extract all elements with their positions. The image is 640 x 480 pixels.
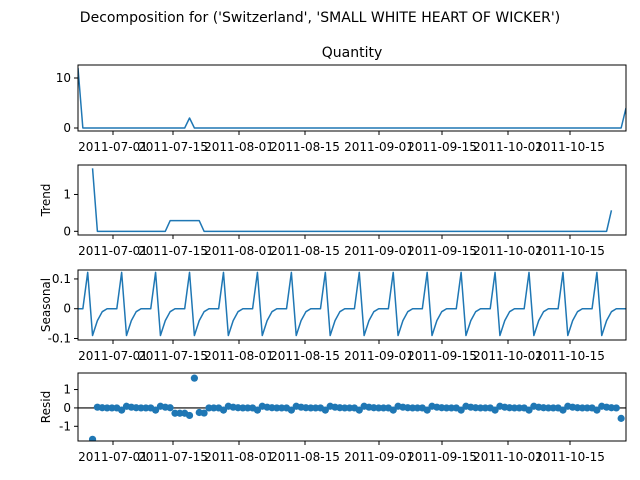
- residual-point: [287, 406, 295, 414]
- plot-area: [91, 168, 613, 233]
- panel-trend: Trend012011-07-012011-07-152011-08-01201…: [39, 164, 627, 258]
- residual-point: [185, 411, 194, 420]
- y-tick-label: -1: [59, 419, 71, 433]
- y-axis-label: Resid: [39, 391, 53, 423]
- x-tick-label: 2011-08-15: [270, 349, 340, 363]
- x-tick-label: 2011-10-15: [535, 140, 605, 154]
- plot-area: [78, 271, 626, 337]
- panel-title: Quantity: [322, 45, 383, 61]
- x-tick-label: 2011-08-01: [204, 140, 274, 154]
- y-tick-label: 1: [63, 383, 71, 397]
- x-tick-label: 2011-07-01: [78, 349, 148, 363]
- x-tick-label: 2011-10-01: [473, 349, 543, 363]
- residual-point: [457, 406, 465, 414]
- y-tick-label: 0.1: [52, 272, 71, 286]
- x-tick-label: 2011-09-01: [344, 244, 414, 258]
- series-line: [78, 271, 626, 337]
- residual-point: [88, 435, 97, 441]
- x-tick-label: 2011-08-15: [270, 244, 340, 258]
- x-tick-label: 2011-07-15: [138, 140, 208, 154]
- x-tick-label: 2011-07-15: [138, 450, 208, 464]
- x-tick-label: 2011-08-15: [270, 140, 340, 154]
- panel-resid: Resid-1012011-07-012011-07-152011-08-012…: [39, 372, 627, 464]
- residual-point: [389, 406, 397, 414]
- y-tick-label: 1: [63, 187, 71, 201]
- residual-point: [253, 406, 262, 414]
- residual-point: [423, 406, 431, 414]
- y-axis-label: Trend: [39, 184, 53, 218]
- x-tick-label: 2011-10-15: [535, 450, 605, 464]
- x-tick-label: 2011-09-01: [344, 349, 414, 363]
- residual-point: [118, 406, 126, 414]
- residual-point: [491, 406, 499, 414]
- residual-point: [525, 406, 533, 414]
- x-tick-label: 2011-08-01: [204, 244, 274, 258]
- y-tick-label: 0: [63, 401, 71, 415]
- x-tick-label: 2011-10-01: [473, 244, 543, 258]
- x-tick-label: 2011-09-15: [407, 140, 477, 154]
- x-tick-label: 2011-08-15: [270, 450, 340, 464]
- x-tick-label: 2011-09-01: [344, 140, 414, 154]
- x-tick-label: 2011-09-15: [407, 450, 477, 464]
- axes-frame: [77, 269, 627, 341]
- residual-point: [219, 406, 228, 414]
- y-tick-label: 0: [63, 121, 71, 135]
- residual-point: [617, 414, 625, 422]
- x-tick-label: 2011-09-15: [407, 244, 477, 258]
- panel-seasonal: Seasonal-0.100.12011-07-012011-07-152011…: [39, 269, 627, 363]
- residual-point: [166, 404, 174, 412]
- residual-point: [321, 406, 329, 414]
- residual-point: [190, 374, 198, 382]
- y-tick-label: 10: [56, 71, 71, 85]
- x-tick-label: 2011-07-15: [138, 244, 208, 258]
- x-tick-label: 2011-07-01: [78, 140, 148, 154]
- x-tick-label: 2011-10-15: [535, 244, 605, 258]
- y-tick-label: 0: [63, 302, 71, 316]
- x-tick-label: 2011-10-01: [473, 140, 543, 154]
- x-tick-label: 2011-08-01: [204, 450, 274, 464]
- axes-frame: [77, 372, 627, 442]
- x-tick-label: 2011-09-01: [344, 450, 414, 464]
- residual-point: [200, 409, 208, 417]
- axes-frame: [77, 64, 627, 132]
- y-tick-label: -0.1: [48, 332, 71, 346]
- axes-frame: [77, 164, 627, 236]
- x-tick-label: 2011-07-01: [78, 450, 148, 464]
- residual-point: [151, 406, 160, 414]
- plot-area: [78, 67, 626, 129]
- plot-area: [78, 374, 626, 441]
- series-line: [91, 168, 613, 233]
- residual-point: [593, 406, 601, 414]
- y-tick-label: 0: [63, 224, 71, 238]
- x-tick-label: 2011-07-01: [78, 244, 148, 258]
- panel-quantity: Quantity 0 10 2011-07-012011-07-152011-08-0…: [56, 45, 627, 154]
- x-tick-label: 2011-07-15: [138, 349, 208, 363]
- residual-point: [559, 406, 567, 414]
- y-axis-label: Seasonal: [39, 278, 53, 332]
- series-line: [78, 67, 626, 129]
- x-tick-label: 2011-10-15: [535, 349, 605, 363]
- x-tick-label: 2011-10-01: [473, 450, 543, 464]
- x-tick-label: 2011-08-01: [204, 349, 274, 363]
- residual-point: [612, 404, 620, 412]
- figure-suptitle: Decomposition for ('Switzerland', 'SMALL…: [80, 10, 560, 26]
- x-tick-label: 2011-09-15: [407, 349, 477, 363]
- residual-point: [355, 406, 363, 414]
